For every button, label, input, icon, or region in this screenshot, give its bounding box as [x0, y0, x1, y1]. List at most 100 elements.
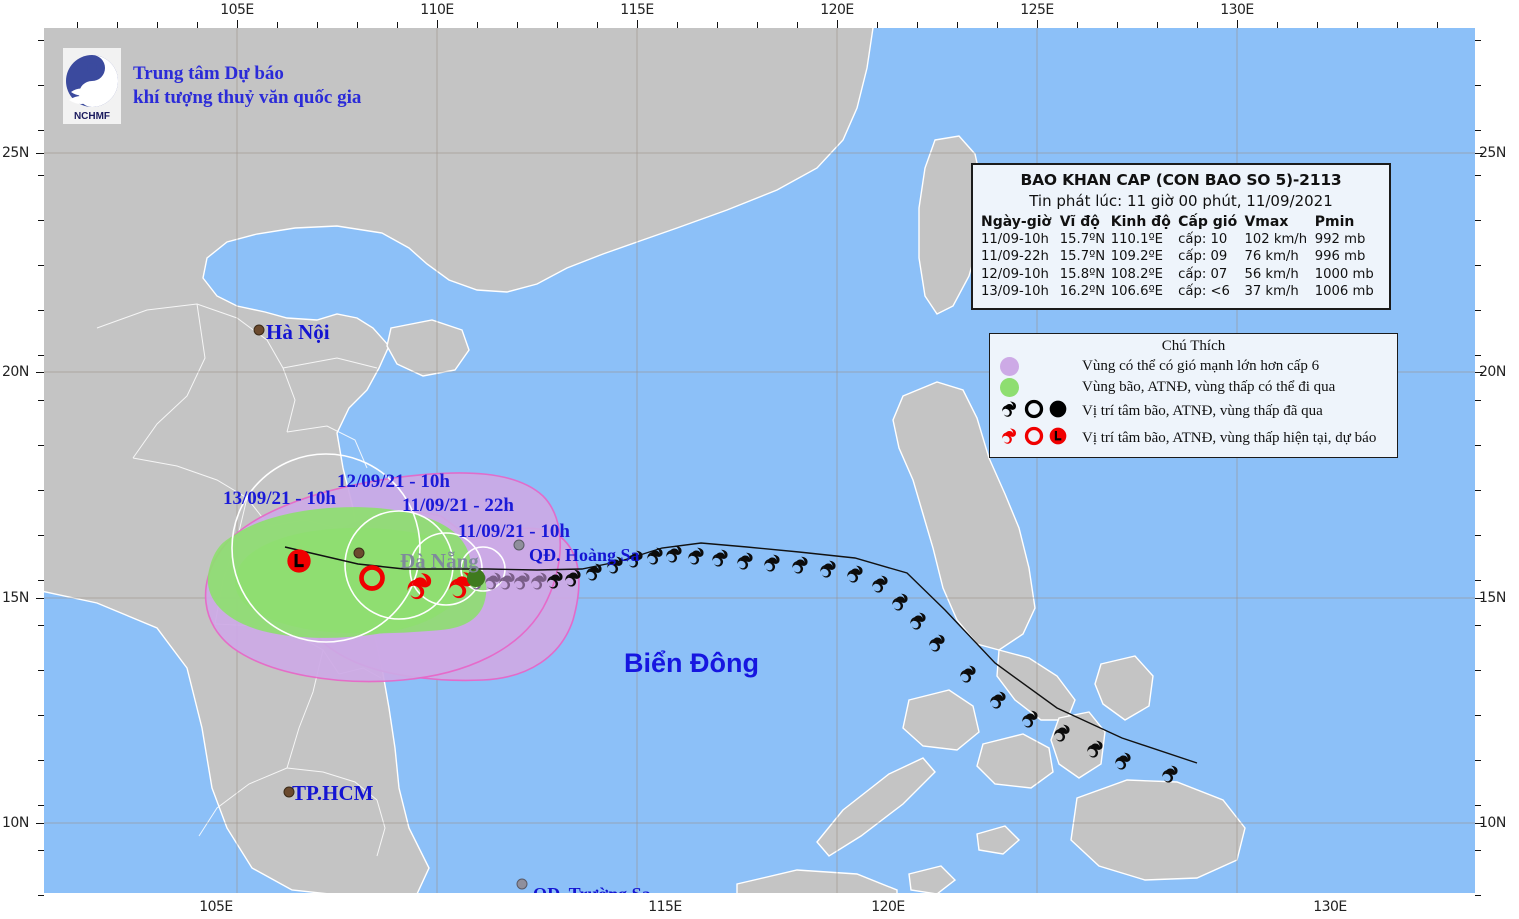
lon-tick-label-bottom: 120E: [871, 899, 905, 915]
lon-minor-tick: [917, 22, 918, 28]
lat-minor-tick: [1475, 445, 1481, 446]
lat-tick-label: 25N: [1479, 145, 1506, 161]
legend-label: Vùng có thể có gió mạnh lớn hơn cấp 6: [1082, 358, 1320, 374]
lat-tick: [36, 598, 44, 599]
forecast-cell-lon: 109.2ºE: [1110, 249, 1164, 265]
lat-minor-tick: [38, 490, 44, 491]
axis-top: 105E 110E 115E 120E 125E 130E: [0, 0, 1519, 28]
forecast-col-header: Vmax: [1244, 214, 1289, 230]
circle-black-icon: [1024, 399, 1044, 424]
forecast-cell-lat: 16.2ºN: [1059, 284, 1106, 300]
lon-minor-tick: [357, 22, 358, 28]
lat-minor-tick: [38, 805, 44, 806]
axis-right: 25N 20N 15N 10N: [1475, 0, 1519, 919]
lon-minor-tick: [1317, 22, 1318, 28]
lat-minor-tick: [1475, 400, 1481, 401]
forecast-cell-lat: 15.8ºN: [1059, 266, 1106, 282]
forecast-track-line: [284, 546, 488, 570]
lat-tick: [36, 153, 44, 154]
lat-minor-tick: [1475, 760, 1481, 761]
legend-glyph-group: [996, 378, 1072, 397]
lat-minor-tick: [38, 265, 44, 266]
lon-minor-tick: [517, 22, 518, 28]
lat-tick: [1475, 823, 1483, 824]
lon-minor-tick: [557, 22, 558, 28]
forecast-cell-lon: 108.2ºE: [1110, 266, 1164, 282]
forecast-cell-vmax: 76 km/h: [1244, 249, 1299, 265]
storm-issued-time: Tin phát lúc: 11 giờ 00 phút, 11/09/2021: [1029, 192, 1333, 210]
forecast-cell-grade: cấp: <6: [1178, 284, 1230, 300]
legend-title: Chú Thích: [1161, 338, 1226, 354]
cyclone-red-icon: [1000, 426, 1020, 451]
logo-line-1: Trung tâm Dự báo: [133, 62, 284, 84]
legend-label: Vị trí tâm bão, ATNĐ, vùng thấp đã qua: [1082, 403, 1323, 419]
nchmf-logo: NCHMF Trung tâm Dự báo khí tượng thuỷ vă…: [63, 48, 361, 124]
forecast-cell-lat: 15.7ºN: [1059, 232, 1106, 247]
green-swatch-icon: [1000, 378, 1019, 397]
lon-minor-tick: [957, 22, 958, 28]
forecast-cell-vmax: 102 km/h: [1244, 232, 1308, 247]
lat-minor-tick: [1475, 310, 1481, 311]
legend-row: Vị trí tâm bão, ATNĐ, vùng thấp hiện tại…: [996, 426, 1391, 451]
forecast-cell-pmin: 996 mb: [1314, 249, 1366, 265]
lat-minor-tick: [1475, 805, 1481, 806]
lon-tick-label-bottom: 130E: [1313, 899, 1347, 915]
logo-line-2: khí tượng thuỷ văn quốc gia: [133, 87, 362, 108]
axis-bottom: 105E 115E 120E 130E: [0, 891, 1519, 919]
lat-minor-tick: [38, 850, 44, 851]
lat-minor-tick: [1475, 175, 1481, 176]
cyclone-black-icon: [1000, 399, 1020, 424]
lat-tick-label: 20N: [2, 364, 29, 380]
lat-minor-tick: [1475, 265, 1481, 266]
lat-minor-tick: [38, 670, 44, 671]
lon-tick: [437, 20, 438, 28]
legend-label: Vùng bão, ATNĐ, vùng thấp có thể đi qua: [1082, 379, 1336, 395]
legend-row: Vùng bão, ATNĐ, vùng thấp có thể đi qua: [996, 378, 1391, 397]
logo-text: Trung tâm Dự báo khí tượng thuỷ văn quốc…: [133, 62, 361, 111]
forecast-cell-lat: 15.7ºN: [1059, 249, 1106, 265]
lat-tick-label: 15N: [2, 590, 29, 606]
storm-title: BAO KHAN CAP (CON BAO SO 5)-2113: [1020, 171, 1342, 189]
legend-glyph-group: [996, 357, 1072, 376]
forecast-col-header: Pmin: [1314, 214, 1355, 230]
lon-minor-tick: [397, 22, 398, 28]
legend-label: Vị trí tâm bão, ATNĐ, vùng thấp hiện tại…: [1082, 430, 1377, 446]
lon-minor-tick: [997, 22, 998, 28]
forecast-cell-vmax: 37 km/h: [1244, 284, 1299, 300]
lat-tick-label: 15N: [1479, 590, 1506, 606]
lat-tick-label: 10N: [1479, 815, 1506, 831]
lat-minor-tick: [1475, 850, 1481, 851]
lon-minor-tick: [1437, 22, 1438, 28]
forecast-cell-grade: cấp: 09: [1178, 249, 1228, 265]
axis-left: 25N 20N 15N 10N: [0, 0, 44, 919]
legend-row: Vị trí tâm bão, ATNĐ, vùng thấp đã qua: [996, 399, 1391, 424]
forecast-table-row: 13/09-10h 16.2ºN 106.6ºE cấp: <6 37 km/h 1006…: [981, 283, 1381, 300]
city-dot-icon: [253, 324, 265, 336]
lat-minor-tick: [38, 445, 44, 446]
lon-minor-tick: [117, 22, 118, 28]
lon-minor-tick: [317, 22, 318, 28]
lat-minor-tick: [38, 400, 44, 401]
forecast-col-header: Kinh độ: [1110, 214, 1171, 230]
landmass-layer: [37, 28, 1246, 893]
nchmf-emblem-text: NCHMF: [74, 111, 110, 122]
lon-tick-label: 110E: [420, 2, 454, 18]
forecast-cell-datetime: 11/09-22h: [981, 249, 1049, 265]
lon-tick: [1037, 20, 1038, 28]
lat-minor-tick: [38, 310, 44, 311]
legend-panel: Chú Thích Vùng có thể có gió mạnh lớn hơ…: [989, 333, 1398, 458]
lat-minor-tick: [38, 175, 44, 176]
legend-glyph-group: [996, 426, 1072, 451]
forecast-cell-grade: cấp: 10: [1178, 232, 1228, 247]
lon-tick: [637, 20, 638, 28]
lat-minor-tick: [38, 220, 44, 221]
city-dot-icon: [283, 786, 295, 798]
forecast-table-header: Ngày-giờ Vĩ độ Kinh độ Cấp gió Vmax Pmin: [981, 214, 1381, 231]
lat-minor-tick: [1475, 85, 1481, 86]
lon-minor-tick: [1077, 22, 1078, 28]
lon-tick-label: 130E: [1220, 2, 1254, 18]
legend-row: Vùng có thể có gió mạnh lớn hơn cấp 6: [996, 357, 1391, 376]
forecast-cell-lon: 110.1ºE: [1110, 232, 1164, 247]
